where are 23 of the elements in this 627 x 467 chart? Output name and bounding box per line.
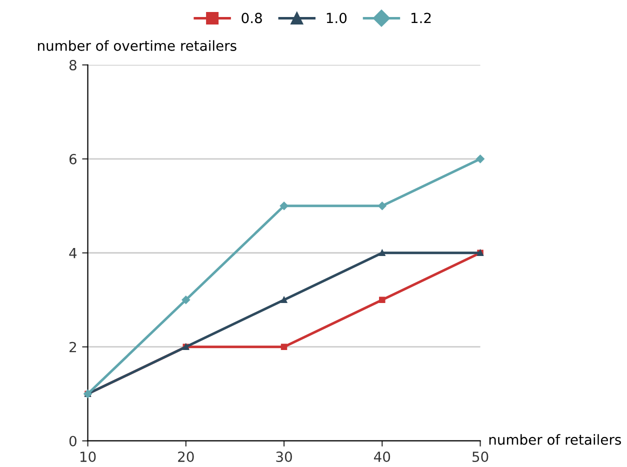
y-tick-label: 2: [70, 342, 76, 352]
point: [280, 296, 288, 303]
x-axis-title: number of retailers: [489, 434, 621, 445]
y-tick-label: 6: [69, 154, 76, 164]
y-tick-label: 0: [69, 436, 76, 446]
point: [476, 154, 484, 164]
point: [379, 250, 386, 256]
x-tick-label: 20: [178, 452, 194, 462]
y-axis-title: number of overtime retailers: [38, 40, 236, 51]
x-tick-label: 10: [80, 452, 96, 462]
point: [378, 202, 386, 210]
legend-label: 1.2: [411, 12, 431, 24]
x-tick-label: 40: [374, 452, 390, 462]
point: [379, 296, 386, 303]
x-tick-label: 50: [472, 452, 488, 462]
x-tick-label: 30: [276, 452, 292, 462]
point: [182, 296, 190, 304]
legend-label: 1.0: [326, 12, 347, 24]
point: [280, 344, 288, 350]
y-tick-label: 4: [69, 248, 77, 258]
legend-label: 0.8: [242, 12, 262, 24]
y-tick-label: 8: [69, 60, 76, 70]
point: [280, 202, 288, 210]
